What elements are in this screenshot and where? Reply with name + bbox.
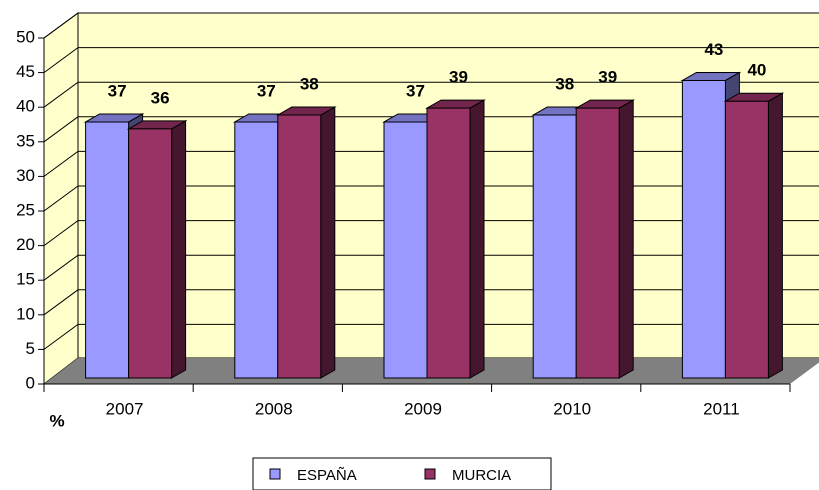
data-label: 39 bbox=[598, 68, 617, 87]
data-label: 37 bbox=[406, 81, 425, 100]
legend bbox=[252, 457, 552, 490]
bar-front bbox=[681, 79, 726, 379]
y-tick-label: 5 bbox=[26, 339, 35, 358]
legend-label: ESPAÑA bbox=[297, 467, 357, 484]
legend-swatch bbox=[424, 468, 436, 480]
bar-front bbox=[383, 121, 428, 379]
x-tick-label: 2008 bbox=[255, 399, 293, 418]
bar-front bbox=[277, 114, 322, 379]
y-tick-label: 50 bbox=[16, 27, 35, 46]
grid-line bbox=[43, 81, 819, 108]
x-tick-label: 2007 bbox=[106, 399, 144, 418]
y-tick-label: 10 bbox=[16, 304, 35, 323]
bar bbox=[126, 120, 188, 379]
bar-front bbox=[575, 107, 620, 379]
data-label: 38 bbox=[300, 75, 319, 94]
bar bbox=[574, 99, 636, 379]
bar-front bbox=[426, 107, 471, 379]
legend-swatch bbox=[269, 468, 281, 480]
data-label: 43 bbox=[704, 40, 723, 59]
y-tick-label: 45 bbox=[16, 62, 35, 81]
bar bbox=[723, 92, 785, 379]
bar bbox=[425, 99, 486, 379]
y-tick-label: 15 bbox=[16, 270, 35, 289]
x-tick-label: 2009 bbox=[404, 399, 442, 418]
bar-side bbox=[618, 99, 634, 379]
bar-front bbox=[724, 100, 769, 379]
y-tick-label: 30 bbox=[16, 166, 35, 185]
y-tick-label: 20 bbox=[16, 235, 35, 254]
data-label: 36 bbox=[151, 88, 170, 107]
bar-front bbox=[85, 121, 130, 379]
y-tick-label: 40 bbox=[16, 97, 35, 116]
bar-front bbox=[234, 121, 279, 379]
y-tick-label: 35 bbox=[16, 131, 35, 150]
data-label: 37 bbox=[257, 81, 276, 100]
y-axis-label: % bbox=[49, 411, 64, 430]
grid-line bbox=[43, 12, 819, 39]
x-tick-label: 2010 bbox=[553, 399, 591, 418]
data-label: 39 bbox=[449, 68, 468, 87]
bar-front bbox=[128, 128, 173, 379]
bar-side bbox=[320, 106, 336, 379]
data-label: 40 bbox=[747, 61, 766, 80]
y-tick-label: 25 bbox=[16, 200, 35, 219]
bar-side bbox=[469, 99, 485, 379]
bar-side bbox=[767, 92, 783, 379]
bar bbox=[275, 106, 337, 379]
data-label: 38 bbox=[555, 75, 574, 94]
bar-side bbox=[171, 120, 187, 379]
grid-line bbox=[43, 47, 819, 74]
data-label: 37 bbox=[108, 81, 127, 100]
bar-front bbox=[532, 114, 577, 379]
legend-label: MURCIA bbox=[452, 467, 511, 484]
x-tick-label: 2011 bbox=[703, 399, 740, 418]
y-tick-label: 0 bbox=[26, 373, 35, 392]
